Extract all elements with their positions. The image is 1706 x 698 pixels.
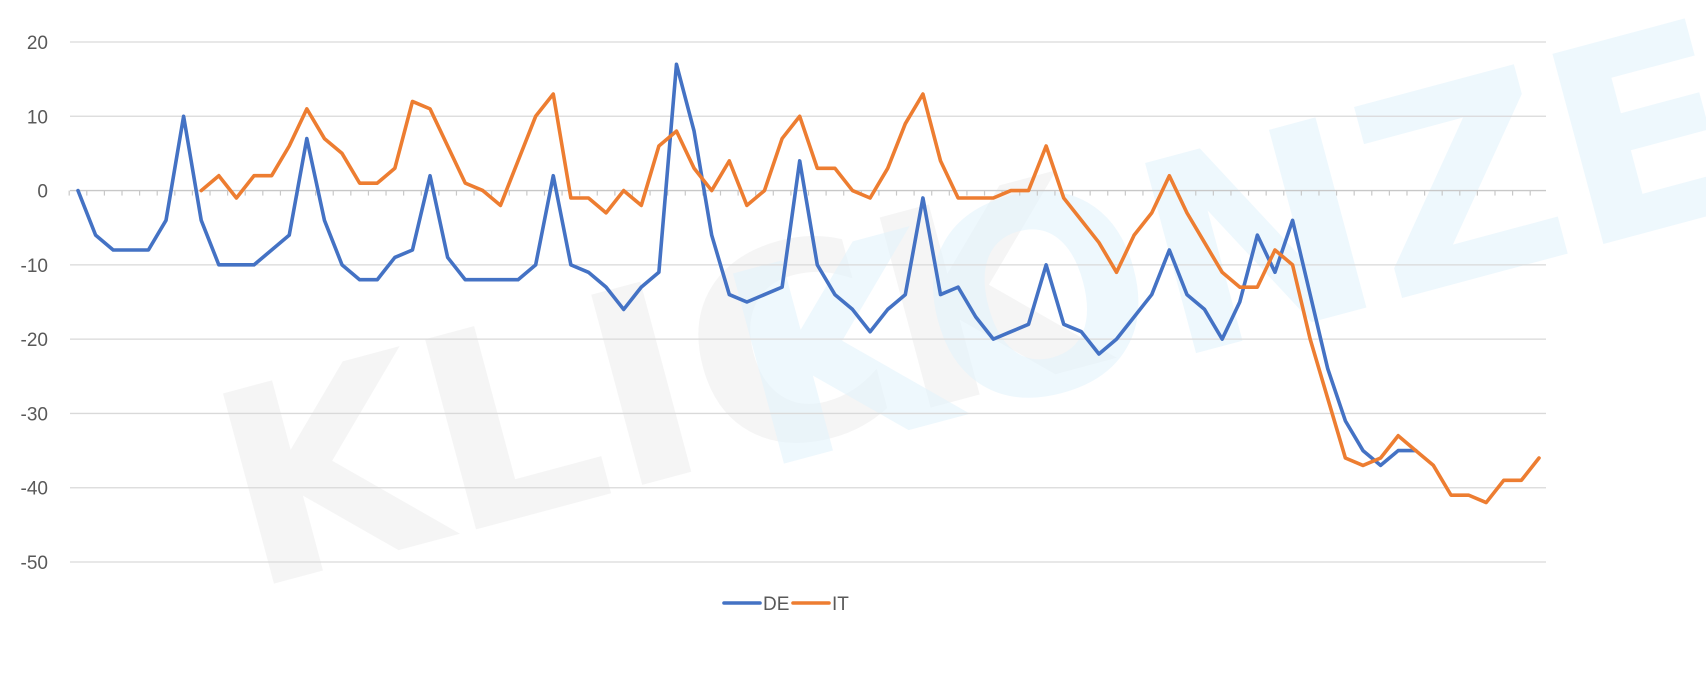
legend: DE IT xyxy=(722,594,849,615)
series-line-de xyxy=(76,62,1418,468)
legend-label-it: IT xyxy=(832,594,849,615)
y-tick-label: -20 xyxy=(21,330,48,351)
series-lines xyxy=(76,62,1541,505)
series-line-it xyxy=(199,92,1541,505)
y-tick-label: 0 xyxy=(37,182,48,203)
y-tick-label: -50 xyxy=(21,553,48,574)
y-tick-label: -40 xyxy=(21,479,48,500)
y-tick-label: -30 xyxy=(21,404,48,425)
y-tick-label: 10 xyxy=(27,107,48,128)
gridlines xyxy=(70,41,1546,563)
y-axis-tick-labels: 20 10 0 -10 -20 -30 -40 -50 xyxy=(21,33,48,574)
y-tick-label: -10 xyxy=(21,256,48,277)
watermark: KLICK KONZERT xyxy=(185,0,1706,652)
watermark-text-konzert: KONZERT xyxy=(695,0,1706,532)
legend-label-de: DE xyxy=(763,594,789,615)
y-tick-label: 20 xyxy=(27,33,48,54)
